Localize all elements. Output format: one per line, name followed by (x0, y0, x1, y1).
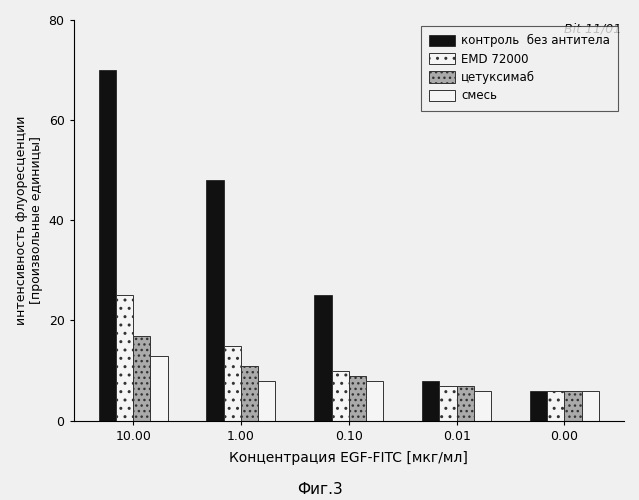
Bar (547, 390, 564, 420)
Bar (224, 346, 241, 420)
Text: Фиг.3: Фиг.3 (296, 482, 343, 498)
Bar (241, 366, 258, 420)
Y-axis label: интенсивность флуоресценции
[произвольные единицы]: интенсивность флуоресценции [произвольны… (15, 116, 43, 325)
Legend: контроль  без антитела, EMD 72000, цетуксимаб, смесь: контроль без антитела, EMD 72000, цетукс… (421, 26, 618, 110)
Bar (116, 296, 133, 420)
Bar (314, 296, 332, 420)
Bar (457, 386, 474, 420)
X-axis label: Концентрация EGF-FITC [мкг/мл]: Концентрация EGF-FITC [мкг/мл] (229, 451, 468, 465)
Bar (258, 380, 275, 420)
Bar (440, 386, 457, 420)
Bar (150, 356, 167, 420)
Bar (366, 380, 383, 420)
Bar (564, 390, 581, 420)
Bar (133, 336, 150, 420)
Bar (422, 380, 440, 420)
Text: Bit 11/01: Bit 11/01 (564, 22, 621, 35)
Bar (581, 390, 599, 420)
Bar (474, 390, 491, 420)
Bar (530, 390, 547, 420)
Bar (206, 180, 224, 420)
Bar (98, 70, 116, 420)
Bar (332, 370, 349, 420)
Bar (349, 376, 366, 420)
